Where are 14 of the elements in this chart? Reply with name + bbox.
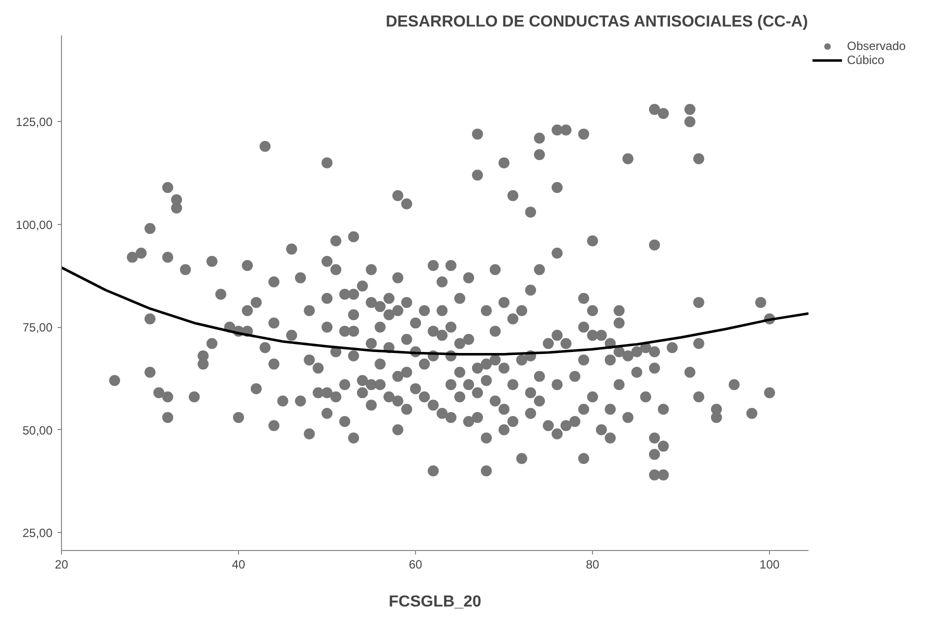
y-tick-label: 125,00: [16, 115, 53, 130]
x-tick-label: 40: [232, 558, 246, 572]
x-axis-title: FCSGLB_20: [388, 594, 482, 610]
y-tick-label: 100,00: [16, 218, 53, 232]
chart-title: DESARROLLO DE CONDUCTAS ANTISOCIALES (CC-A): [386, 14, 808, 30]
x-tick-label: 60: [408, 558, 423, 572]
y-tick-label: 50,00: [22, 423, 53, 438]
x-tick-label: 80: [586, 558, 600, 572]
y-tick-label: 75,00: [22, 320, 53, 335]
y-tick-label: 25,00: [22, 526, 53, 540]
legend-label: Observado: [847, 39, 906, 53]
x-tick-label: 100: [760, 558, 780, 572]
legend-label: Cúbico: [847, 53, 884, 67]
x-tick-label: 20: [54, 558, 68, 572]
